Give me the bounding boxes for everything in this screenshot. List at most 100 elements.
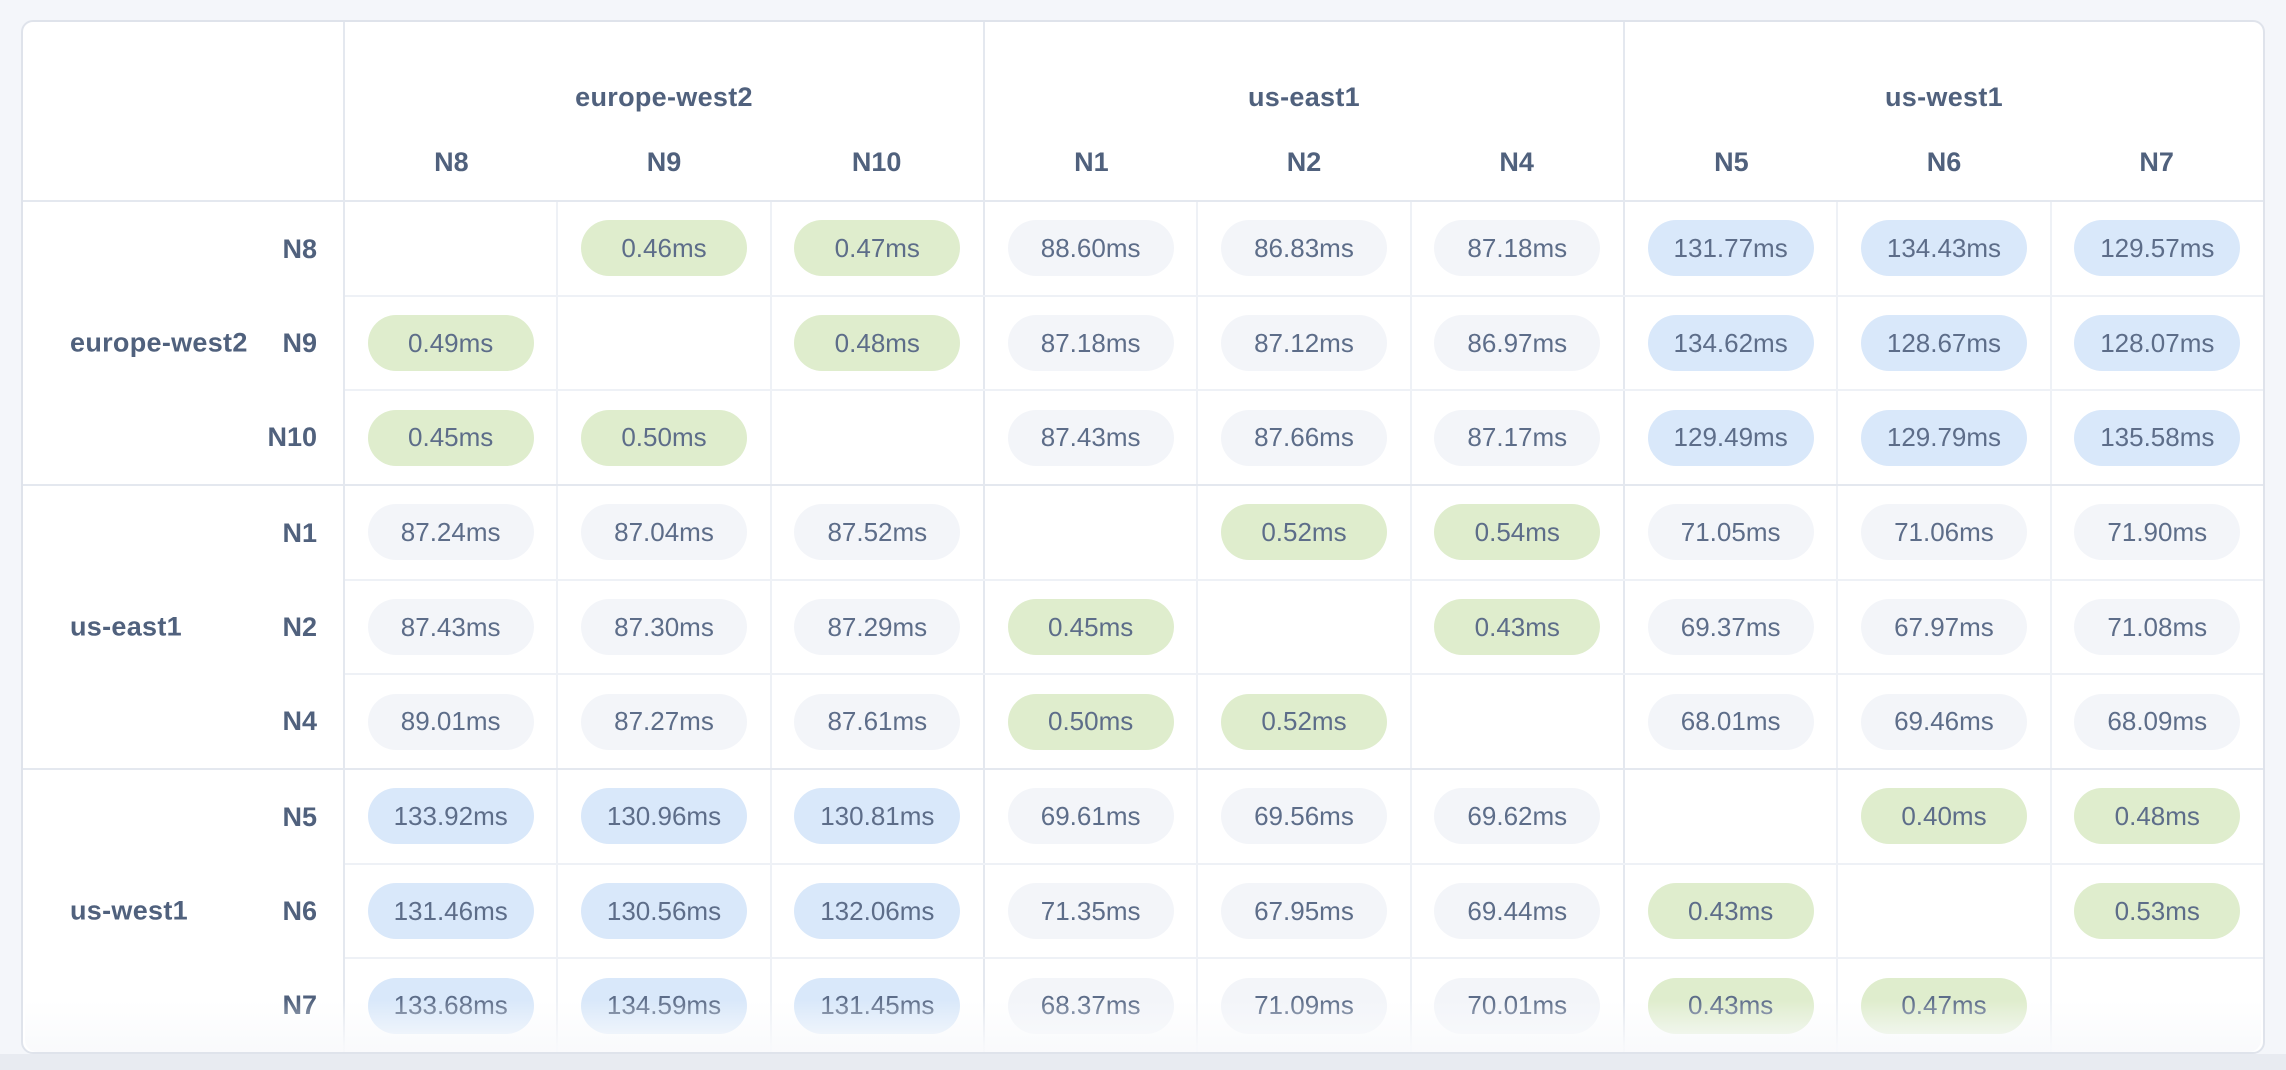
latency-pill: 0.46ms — [580, 220, 747, 277]
latency-cell: 0.54ms — [1409, 486, 1623, 579]
matrix-row-N4: 89.01ms 87.27ms 87.61ms 0.50ms 0.52ms 68.01ms… — [345, 673, 2263, 769]
latency-cell: 87.17ms — [1409, 391, 1623, 485]
row-node-label-N8: N8 — [282, 233, 317, 264]
column-node-label-N7: N7 — [2139, 147, 2174, 177]
latency-cell: 0.49ms — [345, 297, 556, 390]
row-group-labels: us-west1 N5 N6 N7 — [23, 770, 343, 1052]
latency-cell: 0.46ms — [556, 202, 769, 295]
latency-pill: 89.01ms — [367, 693, 534, 750]
row-node-labels: N1 N2 N4 — [203, 486, 343, 768]
latency-pill: 87.66ms — [1220, 409, 1387, 466]
latency-cell: 134.43ms — [1836, 202, 2049, 295]
latency-cell — [345, 202, 556, 295]
row-group-us-east1: us-east1 N1 N2 N4 87.24ms 87.04ms 87.52ms 0.52m… — [23, 484, 2263, 769]
latency-cell: 68.09ms — [2049, 675, 2263, 769]
latency-pill: 0.50ms — [580, 409, 747, 466]
latency-pill: 69.56ms — [1220, 788, 1387, 845]
row-group-labels: us-east1 N1 N2 N4 — [23, 486, 343, 768]
latency-cell: 71.90ms — [2049, 486, 2263, 579]
matrix-row-N9: 0.49ms 0.48ms 87.18ms 87.12ms 86.97ms 134.62m… — [345, 294, 2263, 390]
latency-pill: 87.29ms — [794, 599, 961, 655]
column-region-label: us-east1 — [1248, 82, 1360, 112]
latency-cell: 87.04ms — [556, 486, 769, 579]
latency-cell: 86.83ms — [1196, 202, 1409, 295]
column-node-labels: N5 N6 N7 — [1625, 147, 2263, 178]
latency-cell: 87.18ms — [1409, 202, 1623, 295]
matrix-row-N2: 87.43ms 87.30ms 87.29ms 0.45ms 0.43ms 69.37ms… — [345, 578, 2263, 674]
latency-cell — [1836, 864, 2049, 958]
row-node-label-N1: N1 — [282, 517, 317, 548]
matrix-row-N5: 133.92ms 130.96ms 130.81ms 69.61ms 69.56ms 69… — [345, 770, 2263, 863]
latency-pill: 133.92ms — [367, 788, 534, 845]
latency-cell: 87.52ms — [769, 486, 983, 579]
latency-pill: 87.43ms — [1007, 409, 1174, 466]
latency-pill: 86.97ms — [1434, 315, 1601, 371]
latency-pill: 69.62ms — [1434, 788, 1601, 845]
column-node-label-N8: N8 — [434, 147, 469, 177]
latency-cell — [982, 486, 1196, 579]
row-node-label-N9: N9 — [282, 327, 317, 358]
latency-cell: 67.95ms — [1196, 864, 1409, 958]
latency-cell: 130.56ms — [556, 864, 769, 958]
corner-spacer — [23, 22, 343, 200]
latency-pill: 135.58ms — [2074, 409, 2241, 466]
latency-pill: 134.43ms — [1860, 220, 2027, 277]
latency-cell: 129.79ms — [1836, 391, 2049, 485]
latency-cell: 0.53ms — [2049, 864, 2263, 958]
column-node-labels: N1 N2 N4 — [985, 147, 1623, 178]
latency-cell: 69.37ms — [1622, 580, 1836, 674]
column-region-label: us-west1 — [1885, 82, 2003, 112]
latency-pill: 87.18ms — [1434, 220, 1601, 277]
column-node-label-N1: N1 — [1074, 147, 1109, 177]
latency-cell: 134.62ms — [1622, 296, 1836, 390]
latency-pill: 69.46ms — [1860, 693, 2027, 750]
column-region-label: europe-west2 — [575, 82, 753, 112]
column-group-header-us-east1: us-east1 N1 N2 N4 — [983, 22, 1623, 200]
latency-cell: 0.40ms — [1836, 770, 2049, 863]
row-group-labels: europe-west2 N8 N9 N10 — [23, 202, 343, 484]
latency-pill: 132.06ms — [794, 883, 961, 939]
latency-cell: 67.97ms — [1836, 580, 2049, 674]
latency-pill: 0.50ms — [1007, 693, 1174, 750]
horizontal-scrollbar[interactable] — [0, 1054, 2286, 1070]
latency-matrix: europe-west2 N8 N9 N10 us-east1 N1 N2 N4 us-west… — [21, 20, 2265, 1054]
latency-pill: 0.45ms — [1007, 599, 1174, 655]
latency-cell: 71.35ms — [982, 864, 1196, 958]
latency-pill: 69.61ms — [1007, 788, 1174, 845]
row-node-label-N2: N2 — [282, 611, 317, 642]
latency-pill: 69.37ms — [1647, 599, 1814, 655]
latency-cell: 69.61ms — [982, 770, 1196, 863]
latency-cell: 133.92ms — [345, 770, 556, 863]
latency-cell: 87.30ms — [556, 580, 769, 674]
latency-cell: 0.47ms — [1836, 959, 2049, 1052]
latency-pill: 131.46ms — [367, 883, 534, 939]
latency-cell: 128.67ms — [1836, 296, 2049, 390]
latency-pill: 134.62ms — [1647, 315, 1814, 371]
latency-pill: 128.67ms — [1860, 315, 2027, 371]
header-row: europe-west2 N8 N9 N10 us-east1 N1 N2 N4 us-west… — [23, 22, 2263, 200]
latency-cell: 87.66ms — [1196, 391, 1409, 485]
latency-pill: 0.52ms — [1220, 693, 1387, 750]
matrix-row-N10: 0.45ms 0.50ms 87.43ms 87.66ms 87.17ms 129.49m… — [345, 389, 2263, 485]
row-node-label-N4: N4 — [282, 705, 317, 736]
column-node-labels: N8 N9 N10 — [345, 147, 983, 178]
row-region-label: europe-west2 — [70, 327, 248, 358]
latency-cell: 129.49ms — [1622, 391, 1836, 485]
latency-pill: 130.56ms — [580, 883, 747, 939]
latency-cell: 0.47ms — [769, 202, 983, 295]
latency-cell: 0.43ms — [1409, 580, 1623, 674]
latency-cell: 0.50ms — [982, 675, 1196, 769]
cells-area: 0.46ms 0.47ms 88.60ms 86.83ms 87.18ms 131.77m… — [343, 202, 2263, 485]
latency-cell: 87.29ms — [769, 580, 983, 674]
latency-pill: 0.49ms — [367, 315, 534, 371]
latency-pill: 67.95ms — [1220, 883, 1387, 939]
column-node-label-N2: N2 — [1286, 147, 1322, 177]
latency-cell — [1622, 770, 1836, 863]
latency-pill: 87.52ms — [794, 504, 961, 561]
latency-cell: 86.97ms — [1409, 296, 1623, 390]
latency-pill: 87.18ms — [1007, 315, 1174, 371]
latency-cell: 87.27ms — [556, 675, 769, 769]
latency-cell: 68.01ms — [1622, 675, 1836, 769]
row-node-labels: N5 N6 N7 — [203, 770, 343, 1052]
latency-cell: 0.50ms — [556, 391, 769, 485]
